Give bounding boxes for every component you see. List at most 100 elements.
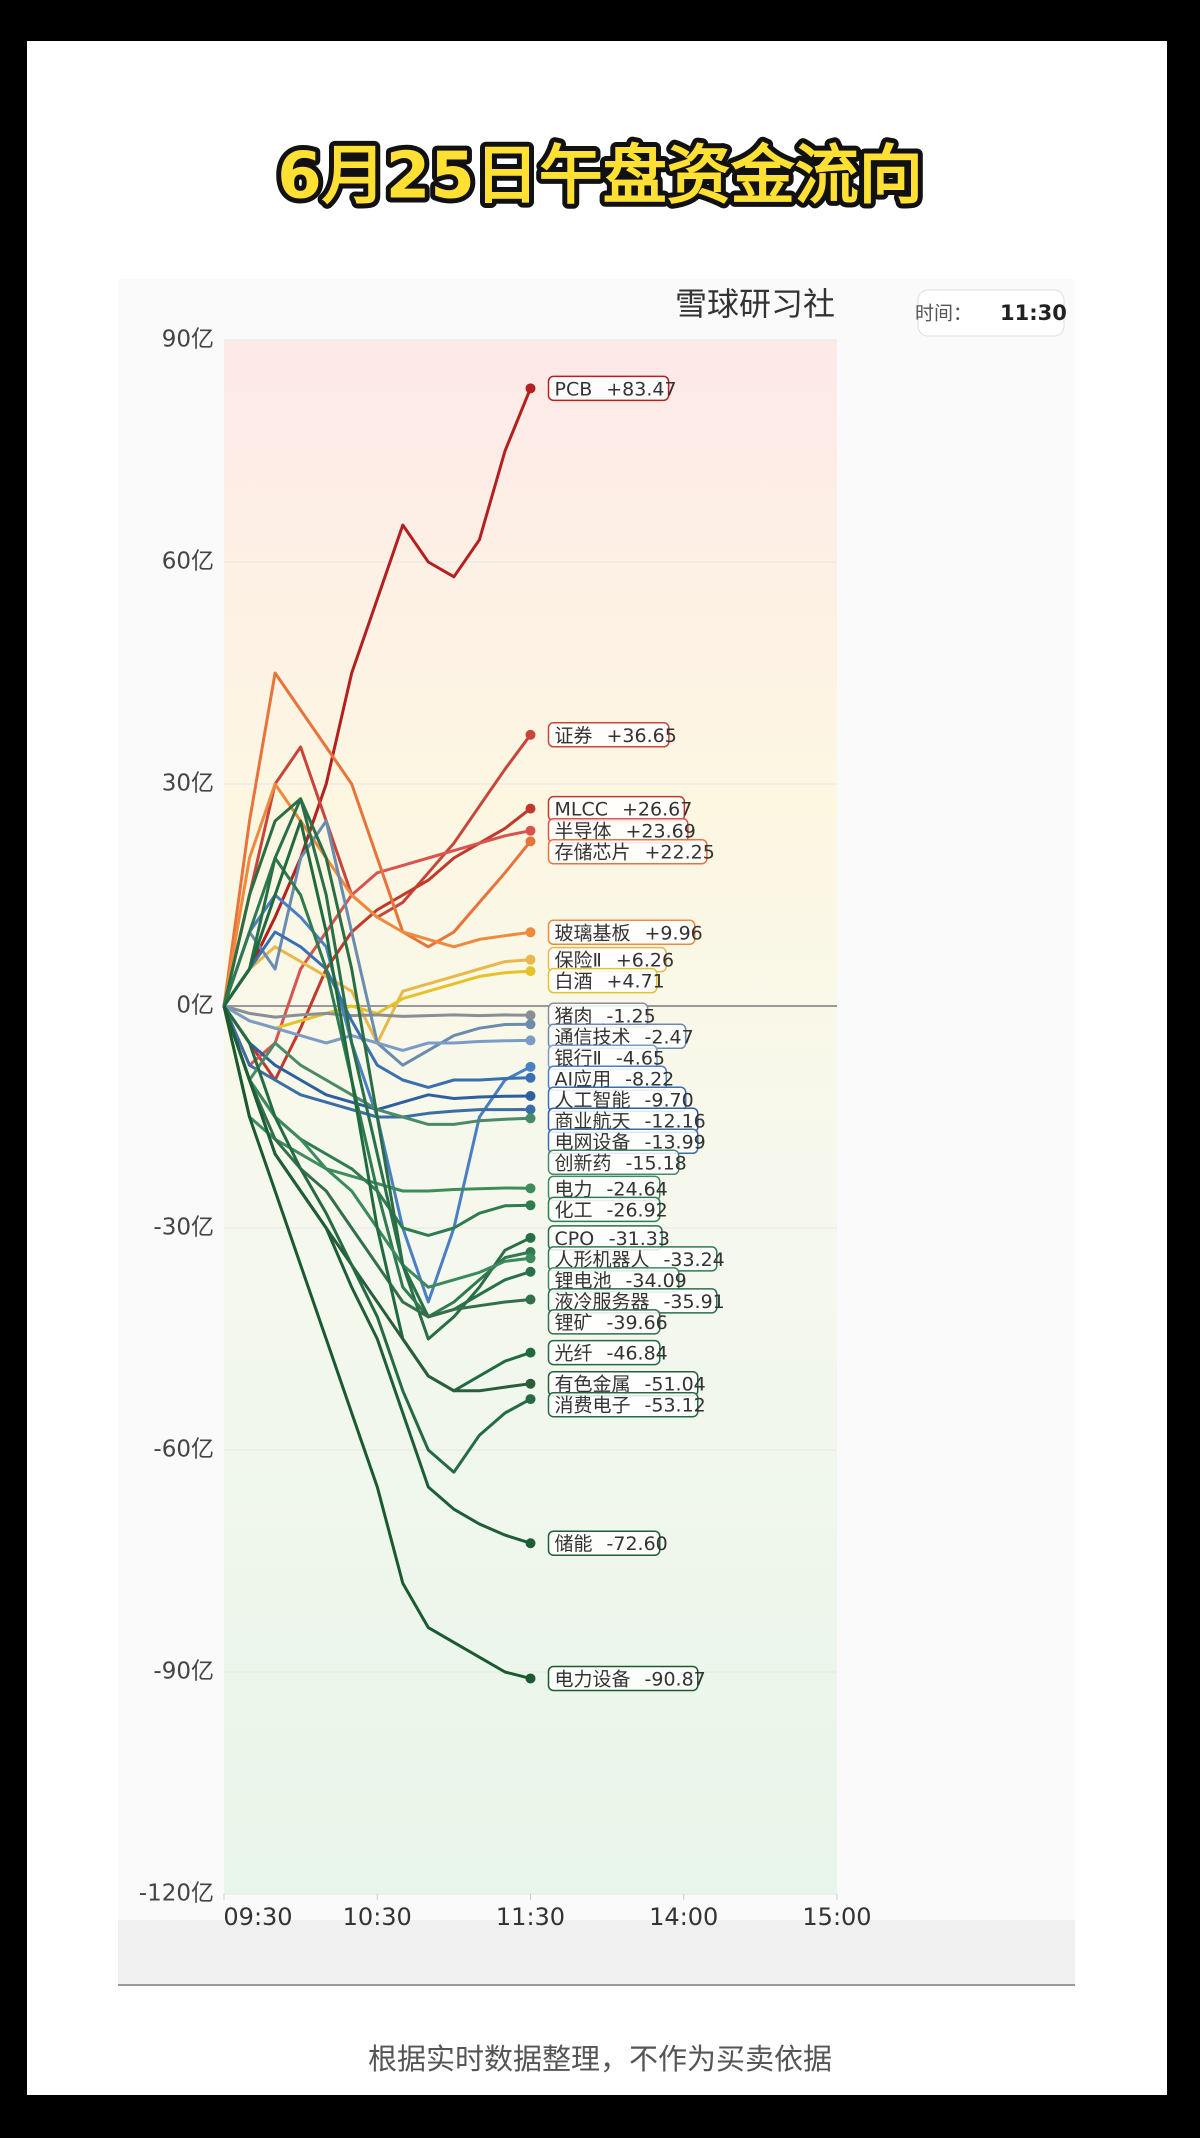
series-name: 有色金属 xyxy=(555,1373,631,1395)
value-label: -13.99 xyxy=(645,1131,706,1153)
end-dot xyxy=(525,836,536,847)
x-tick-label: 09:30 xyxy=(223,1903,292,1931)
end-dot xyxy=(525,1113,536,1124)
end-dot xyxy=(525,1394,536,1405)
label-text: MLCC +26.67 xyxy=(555,798,693,820)
value-label: +4.71 xyxy=(607,970,665,992)
label-box xyxy=(547,838,708,865)
series-name: CPO xyxy=(555,1227,595,1249)
end-label: 证券 +36.65 xyxy=(547,722,677,748)
end-dot xyxy=(525,729,536,740)
series-name: 玻璃基板 xyxy=(555,922,631,944)
value-label: -53.12 xyxy=(645,1394,706,1416)
end-label: 锂矿 -39.66 xyxy=(547,1309,668,1335)
y-tick-label: 0亿 xyxy=(176,993,214,1019)
label-text: 存储芯片 +22.25 xyxy=(555,841,715,863)
label-box xyxy=(547,1530,661,1556)
value-label: -39.66 xyxy=(607,1311,668,1333)
end-label: 锂电池 -34.09 xyxy=(547,1267,687,1293)
series-line xyxy=(222,797,531,1319)
time-label: 时间： xyxy=(915,303,972,325)
label-text: 白酒 +4.71 xyxy=(555,970,665,992)
end-dot xyxy=(525,1010,536,1021)
end-label: 电力 -24.64 xyxy=(547,1175,668,1202)
label-text: 人形机器人 -33.24 xyxy=(555,1248,725,1270)
label-text: 液冷服务器 -35.91 xyxy=(555,1290,725,1312)
y-tick-label: -60亿 xyxy=(153,1437,214,1463)
value-label: -8.22 xyxy=(625,1068,674,1090)
end-dot xyxy=(525,1266,536,1277)
end-dot xyxy=(525,1253,536,1264)
series-name: 证券 xyxy=(555,724,593,746)
label-text: PCB +83.47 xyxy=(555,378,677,400)
value-label: -33.24 xyxy=(664,1248,725,1270)
label-text: 储能 -72.60 xyxy=(555,1533,668,1555)
end-label: 银行Ⅱ -4.65 xyxy=(547,1044,666,1070)
end-label: MLCC +26.67 xyxy=(547,795,693,822)
series-name: 消费电子 xyxy=(555,1394,631,1416)
end-dot xyxy=(525,1035,536,1046)
series-name: 通信技术 xyxy=(555,1026,631,1048)
series-name: AI应用 xyxy=(555,1068,612,1090)
end-label: 有色金属 -51.04 xyxy=(547,1370,706,1397)
y-tick-label: 30亿 xyxy=(162,771,214,797)
label-box xyxy=(547,1391,699,1418)
end-dot xyxy=(525,1200,536,1211)
end-label: 储能 -72.60 xyxy=(547,1530,668,1556)
label-text: 银行Ⅱ -4.65 xyxy=(555,1047,666,1069)
series-name: 创新药 xyxy=(555,1152,612,1174)
label-box xyxy=(547,1196,661,1223)
series-name: 存储芯片 xyxy=(555,841,631,863)
end-label: PCB +83.47 xyxy=(547,375,677,402)
page-title: 6月25日午盘资金流向 xyxy=(277,140,923,214)
end-dot xyxy=(525,803,536,814)
panel-strip xyxy=(118,1920,1075,1984)
value-label: -12.16 xyxy=(645,1110,706,1132)
label-text: 锂电池 -34.09 xyxy=(555,1269,687,1291)
end-dot xyxy=(525,1061,536,1072)
series-name: 白酒 xyxy=(555,970,593,992)
end-dot xyxy=(525,1538,536,1549)
label-text: 电力 -24.64 xyxy=(555,1178,668,1200)
end-dot xyxy=(525,1183,536,1194)
y-tick-label: -30亿 xyxy=(153,1215,214,1241)
value-label: -9.70 xyxy=(645,1089,694,1111)
time-box xyxy=(917,289,1065,337)
end-dot xyxy=(525,1104,536,1115)
end-label: 猪肉 -1.25 xyxy=(547,1002,656,1028)
brand: 雪球研习社 xyxy=(675,285,835,323)
end-dot xyxy=(525,1232,536,1243)
label-text: 保险Ⅱ +6.26 xyxy=(555,949,675,971)
series-name: 光纤 xyxy=(555,1342,593,1364)
label-box xyxy=(547,375,670,402)
time-value: 11:30 xyxy=(1000,301,1067,325)
label-text: 电网设备 -13.99 xyxy=(555,1131,706,1153)
value-label: -24.64 xyxy=(607,1178,668,1200)
label-text: 化工 -26.92 xyxy=(555,1199,668,1221)
label-text: 玻璃基板 +9.96 xyxy=(555,922,703,944)
end-label: 化工 -26.92 xyxy=(547,1196,668,1223)
value-label: -35.91 xyxy=(664,1290,725,1312)
series-name: 电力设备 xyxy=(555,1668,631,1690)
series-name: 化工 xyxy=(555,1199,593,1221)
value-label: -31.33 xyxy=(609,1227,670,1249)
label-text: 通信技术 -2.47 xyxy=(555,1026,694,1048)
series-line xyxy=(222,1005,531,1319)
end-dot xyxy=(525,383,536,394)
end-label: 电网设备 -13.99 xyxy=(547,1128,706,1154)
label-box xyxy=(547,1339,661,1366)
label-text: 人工智能 -9.70 xyxy=(555,1089,694,1111)
y-tick-label: 60亿 xyxy=(162,549,214,575)
label-text: 证券 +36.65 xyxy=(555,724,677,746)
series-name: 保险Ⅱ xyxy=(555,949,602,971)
series-line xyxy=(222,387,532,1007)
series-name: 人形机器人 xyxy=(555,1248,650,1270)
series-name: 储能 xyxy=(555,1533,593,1555)
series-line xyxy=(222,819,531,1393)
end-label: 电力设备 -90.87 xyxy=(547,1665,706,1692)
series-name: 电网设备 xyxy=(555,1131,631,1153)
x-tick-label: 10:30 xyxy=(343,1903,412,1931)
value-label: -15.18 xyxy=(626,1152,687,1174)
end-labels: PCB +83.47 证券 +36.65 MLCC +26.67 半导体 +23.69存储芯片… xyxy=(547,375,725,1692)
